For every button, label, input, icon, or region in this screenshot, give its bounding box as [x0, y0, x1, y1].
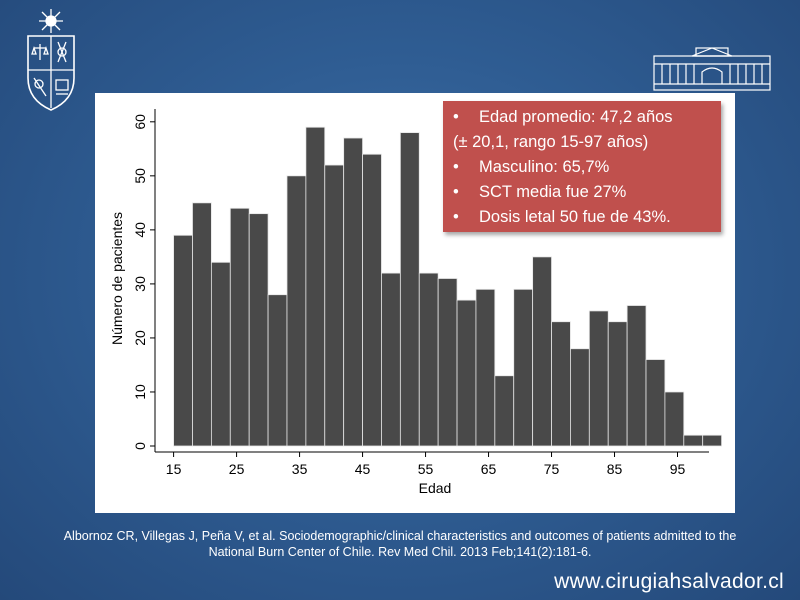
y-tick-label: 10	[132, 384, 148, 400]
y-tick-label: 0	[132, 442, 148, 450]
histogram-bar	[588, 310, 609, 447]
histogram-bar	[570, 348, 590, 447]
callout-line: • Masculino: 65,7%	[453, 155, 721, 180]
x-tick-label: 15	[166, 461, 182, 477]
histogram-bar	[683, 434, 704, 447]
histogram-bar	[607, 321, 628, 447]
x-tick-label: 75	[544, 461, 560, 477]
callout-text: (± 20,1, rango 15-97 años)	[453, 133, 649, 151]
histogram-bar	[494, 375, 515, 447]
y-tick-label: 60	[132, 114, 148, 130]
callout-line: (± 20,1, rango 15-97 años)	[453, 130, 721, 155]
callout-line: • Dosis letal 50 fue de 43%.	[453, 205, 721, 230]
x-tick-label: 25	[229, 461, 245, 477]
histogram-bar	[192, 202, 212, 447]
x-tick-label: 65	[481, 461, 497, 477]
callout-line: • SCT media fue 27%	[453, 180, 721, 205]
y-axis-label: Número de pacientes	[109, 212, 125, 345]
histogram-bar	[437, 278, 458, 447]
histogram-bar	[362, 153, 382, 447]
histogram-bar	[173, 234, 193, 447]
histogram-bar	[324, 164, 345, 447]
y-tick-label: 20	[132, 330, 148, 346]
histogram-bar	[399, 132, 420, 447]
histogram-bar	[267, 294, 288, 447]
bullet-icon: •	[453, 158, 459, 176]
university-crest-icon	[27, 9, 75, 111]
histogram-bar	[418, 272, 439, 447]
callout-line: • Edad promedio: 47,2 años	[453, 105, 721, 130]
x-tick-label: 95	[670, 461, 686, 477]
bullet-icon: •	[453, 183, 459, 201]
x-axis-label: Edad	[419, 480, 452, 496]
callout-text: Edad promedio: 47,2 años	[479, 108, 673, 126]
bullet-icon: •	[453, 108, 459, 126]
histogram-bar	[381, 272, 401, 447]
building-facade-icon	[653, 47, 771, 91]
histogram-bar	[286, 175, 307, 447]
histogram-bar	[343, 137, 363, 447]
x-tick-label: 55	[418, 461, 434, 477]
histogram-bar	[551, 321, 571, 447]
x-tick-label: 85	[607, 461, 623, 477]
citation: Albornoz CR, Villegas J, Peña V, et al. …	[0, 528, 800, 560]
histogram-bar	[532, 256, 552, 447]
histogram-bar	[645, 359, 666, 447]
callout-text: Masculino: 65,7%	[479, 158, 610, 176]
histogram-bar	[456, 299, 477, 447]
age-histogram: 15 25 35 45 55 65 75 85 95 0 10 20 30 40 50 60 Edad Nú…	[109, 109, 722, 496]
histogram-bar	[475, 288, 496, 447]
y-tick-label: 40	[132, 222, 148, 238]
citation-line-1: Albornoz CR, Villegas J, Peña V, et al. …	[63, 529, 737, 543]
citation-line-2: National Burn Center of Chile. Rev Med C…	[208, 545, 592, 559]
x-tick-label: 35	[292, 461, 308, 477]
bullet-icon: •	[453, 208, 459, 226]
histogram-bar	[248, 213, 269, 447]
histogram-bar	[626, 305, 647, 447]
histogram-bar	[210, 261, 231, 447]
y-tick-label: 30	[132, 276, 148, 292]
histogram-bar	[513, 288, 534, 447]
footer-url[interactable]: www.cirugiahsalvador.cl	[554, 570, 784, 593]
histogram-bar	[664, 391, 685, 447]
histogram-bar	[305, 126, 326, 447]
histogram-bar	[229, 207, 250, 447]
y-tick-label: 50	[132, 168, 148, 184]
x-tick-label: 45	[355, 461, 371, 477]
summary-callout: • Edad promedio: 47,2 años (± 20,1, rango …	[443, 101, 721, 232]
callout-text: SCT media fue 27%	[479, 183, 627, 201]
callout-text: Dosis letal 50 fue de 43%.	[479, 208, 671, 226]
histogram-bar	[702, 434, 722, 447]
